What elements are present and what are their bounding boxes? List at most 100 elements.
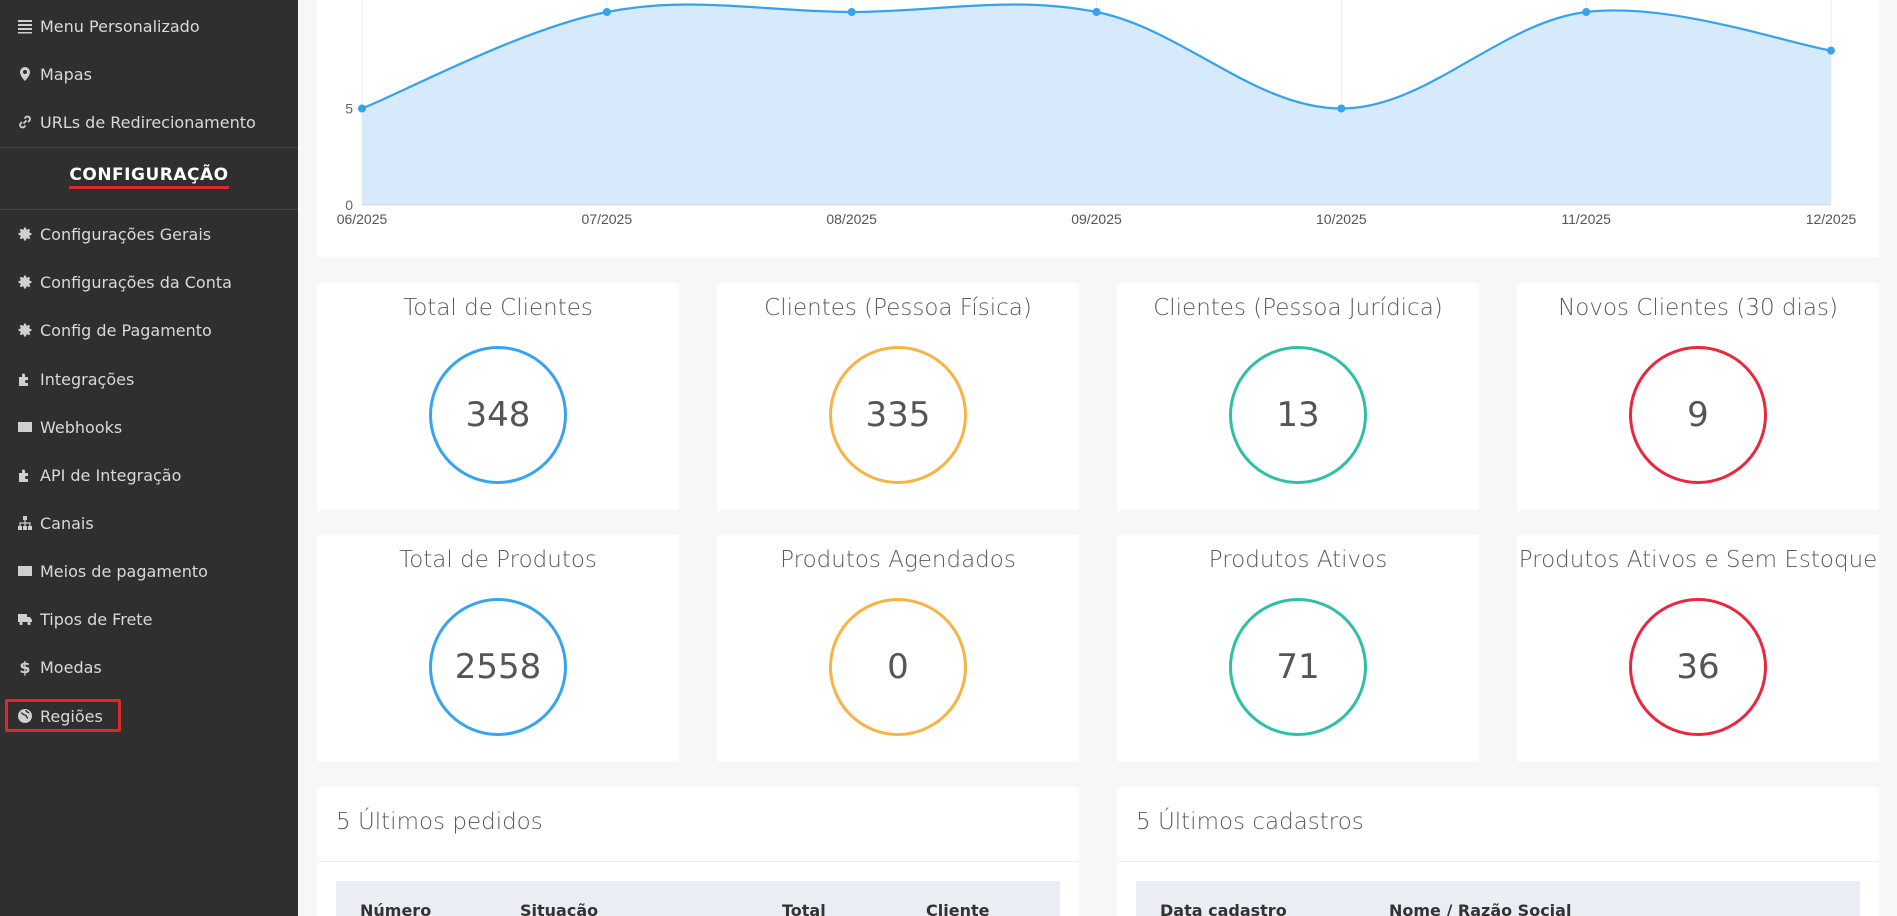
sidebar-item-regioes[interactable]: Regiões [0,696,298,736]
stat-card-produtos-sem-estoque: Produtos Ativos e Sem Estoque 36 [1517,535,1879,762]
y-tick-label: 0 [345,197,353,213]
data-point [602,8,611,16]
sidebar-item-mapas[interactable]: Mapas [0,54,298,94]
gear-icon [16,321,34,339]
stat-title: Produtos Ativos e Sem Estoque [1518,547,1878,573]
stat-card-total-produtos: Total de Produtos 2558 [317,535,679,762]
column-header-cliente[interactable]: Cliente [926,901,990,916]
sidebar-item-label: URLs de Redirecionamento [40,112,256,132]
x-tick-label: 11/2025 [1561,211,1611,227]
map-marker-icon [16,65,34,83]
card-icon [16,418,34,436]
x-tick-label: 10/2025 [1316,211,1367,227]
sidebar-item-config-pagamento[interactable]: Config de Pagamento [0,310,298,350]
stat-value-circle: 335 [829,346,967,484]
stat-value-circle: 71 [1229,598,1367,736]
sidebar-item-moedas[interactable]: $ Moedas [0,647,298,687]
panel-title: 5 Últimos pedidos [336,809,543,835]
sidebar-item-label: Tipos de Frete [40,609,153,629]
stat-card-novos-clientes: Novos Clientes (30 dias) 9 [1517,283,1879,510]
stat-title: Clientes (Pessoa Física) [764,295,1032,321]
sidebar-item-label: Canais [40,513,94,533]
data-point [1337,104,1346,113]
monthly-area-chart: 0 5 06/2025 07/2025 08/2025 09/2025 10/2025 11/… [337,0,1857,227]
sidebar-item-label: Regiões [40,706,103,726]
stat-card-produtos-agendados: Produtos Agendados 0 [717,535,1079,762]
sidebar-divider [0,209,298,210]
sidebar-item-label: Mapas [40,64,92,84]
sitemap-icon [16,514,34,532]
cadastros-table-header: Data cadastro Nome / Razão Social [1136,881,1860,916]
puzzle-icon [16,370,34,388]
sidebar-item-label: Moedas [40,657,102,677]
sidebar-item-tipos-frete[interactable]: Tipos de Frete [0,599,298,639]
stat-value-circle: 13 [1229,346,1367,484]
gear-icon [16,225,34,243]
puzzle-icon [16,466,34,484]
sidebar-item-label: Meios de pagamento [40,561,208,581]
data-point [1827,46,1835,55]
stat-card-total-clientes: Total de Clientes 348 [317,283,679,510]
card-icon [16,562,34,580]
stat-value-circle: 36 [1629,598,1767,736]
sidebar-item-meios-pagamento[interactable]: Meios de pagamento [0,551,298,591]
list-icon [16,17,34,35]
column-header-data-cadastro[interactable]: Data cadastro [1160,901,1287,916]
data-point [1582,8,1591,16]
main-content: 0 5 06/2025 07/2025 08/2025 09/2025 10/2025 11/… [298,0,1897,916]
sidebar-item-urls-redirecionamento[interactable]: URLs de Redirecionamento [0,102,298,142]
pedidos-table-header: Número Situação Total Cliente [336,881,1060,916]
monthly-chart-card: 0 5 06/2025 07/2025 08/2025 09/2025 10/2025 11/… [317,0,1879,257]
x-tick-label: 12/2025 [1806,211,1857,227]
x-tick-label: 07/2025 [582,211,633,227]
ultimos-cadastros-panel: 5 Últimos cadastros Data cadastro Nome /… [1117,787,1879,916]
sidebar-item-webhooks[interactable]: Webhooks [0,407,298,447]
stat-card-produtos-ativos: Produtos Ativos 71 [1117,535,1479,762]
truck-icon [16,610,34,628]
series-area [362,4,1831,205]
stat-title: Produtos Ativos [1208,547,1388,573]
link-icon [16,113,34,131]
stat-title: Total de Produtos [399,547,597,573]
column-header-numero[interactable]: Número [360,901,432,916]
sidebar-item-label: Integrações [40,369,135,389]
stat-title: Produtos Agendados [780,547,1016,573]
sidebar-item-integracoes[interactable]: Integrações [0,359,298,399]
stat-title: Clientes (Pessoa Jurídica) [1153,295,1443,321]
data-point [1092,8,1101,16]
stat-value-circle: 0 [829,598,967,736]
stat-card-clientes-pf: Clientes (Pessoa Física) 335 [717,283,1079,510]
stat-value-circle: 348 [429,346,567,484]
sidebar-item-label: Menu Personalizado [40,16,200,36]
sidebar-item-label: Webhooks [40,417,123,437]
panel-divider [1117,861,1879,862]
column-header-situacao[interactable]: Situação [520,901,599,916]
sidebar-divider [0,147,298,148]
column-header-nome[interactable]: Nome / Razão Social [1389,901,1572,916]
sidebar-item-menu-personalizado[interactable]: Menu Personalizado [0,6,298,46]
globe-icon [16,707,34,725]
sidebar-item-canais[interactable]: Canais [0,503,298,543]
x-tick-label: 06/2025 [337,211,388,227]
dollar-icon: $ [19,657,31,677]
panel-title: 5 Últimos cadastros [1136,809,1364,835]
sidebar-section-title: CONFIGURAÇÃO [0,165,298,189]
sidebar-item-label: Configurações da Conta [40,272,232,292]
y-tick-label: 5 [345,101,353,117]
sidebar-item-label: Configurações Gerais [40,224,212,244]
sidebar-item-configuracoes-gerais[interactable]: Configurações Gerais [0,214,298,254]
data-point [358,104,366,113]
panel-divider [317,861,1079,862]
stat-value-circle: 2558 [429,598,567,736]
column-header-total[interactable]: Total [782,901,826,916]
stat-title: Novos Clientes (30 dias) [1558,295,1838,321]
x-tick-label: 09/2025 [1071,211,1122,227]
sidebar-item-api-integracao[interactable]: API de Integração [0,455,298,495]
ultimos-pedidos-panel: 5 Últimos pedidos Número Situação Total … [317,787,1079,916]
x-tick-label: 08/2025 [826,211,877,227]
sidebar-item-label: Config de Pagamento [40,320,212,340]
sidebar: Menu Personalizado Mapas URLs de Redirec… [0,0,298,916]
sidebar-item-configuracoes-conta[interactable]: Configurações da Conta [0,262,298,302]
stat-card-clientes-pj: Clientes (Pessoa Jurídica) 13 [1117,283,1479,510]
data-point [847,8,856,16]
